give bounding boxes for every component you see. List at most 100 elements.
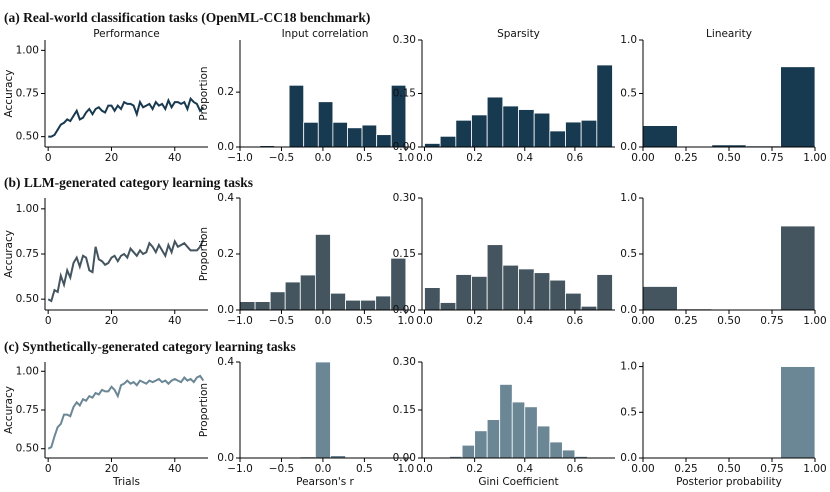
x-tick-label: 0.2: [466, 152, 483, 164]
bar: [486, 96, 504, 148]
bar: [524, 406, 538, 459]
x-tick-label: 0.00: [631, 152, 654, 164]
bar: [455, 119, 472, 148]
x-axis-label: Pearson's r: [296, 476, 354, 488]
x-tick-label: 0.00: [631, 463, 654, 475]
bar: [299, 274, 316, 311]
y-tick-label: 0.4: [217, 192, 234, 204]
x-tick-label: −0.5: [269, 315, 295, 327]
line: [48, 96, 205, 138]
y-tick-label: 0.0: [217, 304, 234, 316]
x-tick-label: 0.5: [356, 463, 373, 475]
x-tick-label: 0.50: [717, 152, 740, 164]
bar: [390, 257, 407, 311]
y-tick-label: 0.0: [217, 452, 234, 464]
y-tick-label: 0.0: [620, 452, 637, 464]
bar: [376, 134, 392, 148]
bar: [642, 286, 678, 311]
bar: [565, 292, 582, 311]
bar: [533, 272, 551, 311]
x-tick-label: 0.6: [567, 315, 584, 327]
x-tick-label: −1.0: [227, 152, 253, 164]
bar: [345, 299, 362, 311]
row-title: (a) Real-world classification tasks (Ope…: [4, 10, 370, 25]
bar: [565, 121, 582, 148]
x-tick-label: 1.0: [398, 152, 415, 164]
bar: [549, 279, 566, 311]
x-tick-label: 40: [168, 315, 181, 327]
y-tick-label: 0.0: [620, 304, 637, 316]
bar: [580, 119, 598, 148]
x-tick-label: 20: [105, 315, 118, 327]
x-tick-label: 1.00: [803, 463, 826, 475]
y-tick-label: 1.00: [16, 44, 39, 56]
y-tick-label: 1.00: [16, 203, 39, 215]
bar: [317, 101, 334, 148]
axis-title: Sparsity: [497, 28, 540, 40]
bar: [330, 292, 346, 311]
x-tick-label: 0.4: [516, 152, 533, 164]
y-tick-label: 0.30: [393, 34, 416, 46]
x-tick-label: 0.4: [516, 463, 533, 475]
y-tick-label: 0.50: [16, 443, 39, 455]
line: [47, 374, 205, 450]
x-tick-label: 0.6: [567, 152, 584, 164]
x-tick-label: 0: [45, 152, 52, 164]
y-tick-label: 1.0: [620, 361, 637, 373]
axis-title: Performance: [93, 28, 160, 40]
bar: [471, 114, 488, 148]
x-tick-label: −0.5: [269, 152, 295, 164]
y-tick-label: 0.30: [393, 192, 416, 204]
x-tick-label: 0.50: [717, 315, 740, 327]
x-tick-label: 40: [168, 463, 181, 475]
bar: [439, 302, 457, 311]
bar: [314, 233, 331, 311]
row-title: (c) Synthetically-generated category lea…: [4, 339, 296, 354]
y-tick-label: 0.15: [393, 404, 416, 416]
x-tick-label: 0.0: [416, 315, 433, 327]
y-tick-label: 0.00: [393, 141, 416, 153]
y-tick-label: 0.5: [620, 248, 637, 260]
bar: [269, 291, 286, 311]
bar: [284, 281, 301, 311]
bar: [561, 449, 576, 459]
bar: [375, 295, 392, 311]
bar: [471, 275, 488, 311]
axis-title: Input correlation: [282, 28, 369, 40]
y-axis-label: Accuracy: [3, 70, 15, 118]
bar: [486, 419, 501, 459]
x-tick-label: 0.00: [631, 315, 654, 327]
bar: [780, 66, 816, 148]
x-tick-label: 0: [45, 463, 52, 475]
x-tick-label: 0.25: [674, 152, 697, 164]
bar: [254, 301, 271, 311]
x-tick-label: 0.25: [674, 315, 697, 327]
y-tick-label: 0.75: [16, 88, 39, 100]
bar: [533, 112, 551, 148]
bar: [332, 121, 348, 148]
y-tick-label: 0.2: [217, 248, 234, 260]
y-axis-label: Proportion: [198, 66, 210, 120]
bar: [486, 244, 504, 311]
row-title: (b) LLM-generated category learning task…: [4, 175, 253, 190]
y-tick-label: 0.50: [16, 131, 39, 143]
bar: [518, 268, 535, 311]
x-axis-label: Gini Coefficient: [478, 476, 558, 488]
y-tick-label: 0.4: [217, 356, 234, 368]
bar: [596, 64, 613, 148]
x-tick-label: 1.00: [803, 152, 826, 164]
y-tick-label: 0.5: [620, 406, 637, 418]
y-axis-label: Proportion: [198, 227, 210, 281]
y-axis-label: Proportion: [198, 383, 210, 437]
x-tick-label: 0.50: [717, 463, 740, 475]
x-tick-label: 0.0: [315, 463, 332, 475]
y-tick-label: 1.0: [620, 34, 637, 46]
x-tick-label: 0.75: [760, 463, 783, 475]
bar: [303, 121, 319, 148]
bar: [288, 84, 305, 148]
y-tick-label: 0.75: [16, 248, 39, 260]
x-tick-label: 0.0: [315, 152, 332, 164]
y-tick-label: 0.50: [16, 293, 39, 305]
bar: [518, 109, 535, 148]
x-tick-label: 1.0: [398, 463, 415, 475]
